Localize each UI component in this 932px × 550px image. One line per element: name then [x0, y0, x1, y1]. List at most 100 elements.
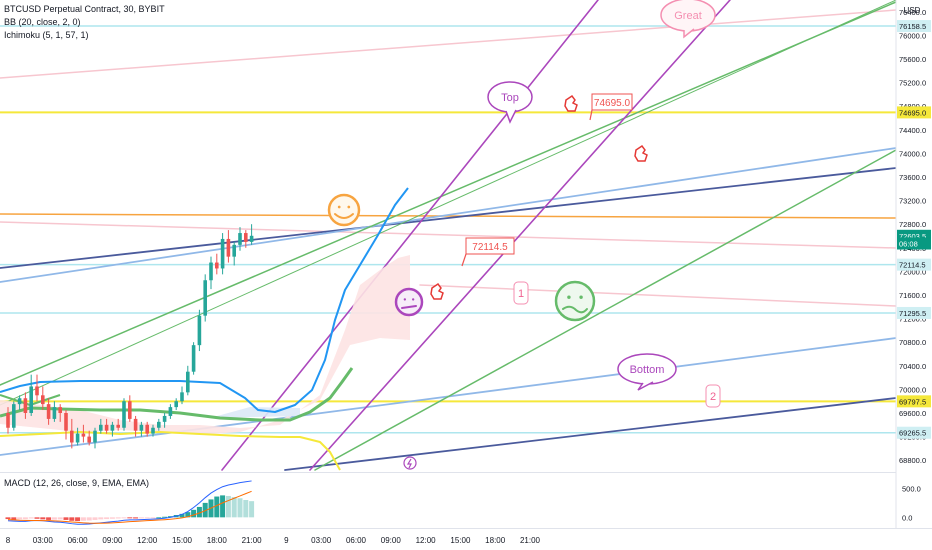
price-tick-label: 73200.0 [899, 197, 926, 206]
squiggle-face-icon [554, 280, 596, 322]
face-outline [394, 287, 424, 317]
macd-axis: 500.0 0.0 [895, 472, 932, 528]
pointing-hand-icon [634, 144, 648, 162]
macd-histogram-bar [156, 517, 162, 519]
price-tick-label: 72800.0 [899, 220, 926, 229]
macd-histogram-bar [237, 498, 243, 518]
price-tag-box [897, 237, 931, 250]
price-tick-label: 74400.0 [899, 126, 926, 135]
candle-body [29, 386, 33, 413]
macd-histogram-bar [133, 517, 139, 519]
face-mouth [562, 305, 588, 314]
price-tick-label: 74000.0 [899, 149, 926, 158]
candle-body [116, 424, 120, 428]
candle-body [87, 436, 91, 443]
candle-body [238, 233, 242, 245]
candle-body [46, 404, 51, 419]
candle-body [128, 401, 132, 419]
time-tick-label: 18:00 [207, 536, 228, 545]
great-bubble: Great [660, 0, 716, 39]
candle-body [168, 407, 173, 416]
candle-body [17, 398, 22, 405]
face-eye [347, 205, 351, 209]
face-outline [327, 193, 361, 227]
bb-upper-line [0, 187, 409, 413]
blue-trend-line [0, 147, 897, 283]
price-tick-label: 68800.0 [899, 456, 926, 465]
smile-icon [327, 193, 361, 227]
trend-lines [0, 0, 897, 471]
price-tick-label: 72000.0 [899, 267, 926, 276]
candles [6, 224, 254, 449]
tag-one: 1 [513, 281, 529, 305]
macd-tick-label: 500.0 [902, 484, 921, 493]
hand-shape [634, 144, 648, 162]
price-pane[interactable]: Top Bottom Great 74695.0 72114.5 1 2 USD76400.… [0, 0, 932, 472]
pointing-hand-icon [430, 282, 444, 300]
candle-body [122, 401, 126, 428]
macd-histogram-bar [121, 517, 127, 519]
candle-body [244, 233, 248, 242]
pink-trend-line [419, 284, 897, 307]
time-tick-label: 06:00 [68, 536, 89, 545]
candle-body [41, 395, 45, 405]
signal-line [7, 490, 252, 524]
price-tick-label: 70000.0 [899, 385, 926, 394]
macd-histogram-bar [191, 509, 197, 518]
time-tick-label: 03:00 [311, 536, 332, 545]
macd-histogram-bar [17, 517, 23, 520]
time-tick-label: 15:00 [172, 536, 193, 545]
price-tag-box [897, 106, 931, 119]
macd-histogram-bar [127, 517, 133, 519]
hand-shape [564, 94, 578, 112]
tag-box [705, 384, 721, 408]
macd-histogram-bar [75, 517, 81, 522]
candle-body [157, 421, 161, 428]
candle-body [99, 424, 103, 431]
candle-body [75, 433, 80, 443]
orange-level-line [0, 213, 897, 219]
candle-body [174, 401, 178, 408]
tag-two: 2 [705, 384, 721, 408]
price-tag-label: 69265.5 [899, 429, 926, 438]
time-tick-label: 09:00 [381, 536, 402, 545]
lightning-bolt [406, 458, 412, 469]
macd-histogram-bar [179, 513, 185, 518]
candle-body [35, 386, 39, 396]
face-outline [554, 280, 596, 322]
great-bubble-text: Great [674, 10, 702, 22]
price-tick-label: 75600.0 [899, 55, 926, 64]
candle-body [226, 238, 231, 257]
macd-tick-label: 0.0 [902, 513, 912, 522]
time-axis[interactable]: 8 03:00 06:00 09:00 12:00 15:00 18:00 21:00 9 03:… [0, 528, 932, 550]
tag-two-text: 2 [710, 391, 716, 403]
macd-pane[interactable]: 500.0 0.0 [0, 472, 932, 528]
price-tick-label: 75200.0 [899, 79, 926, 88]
candle-body [220, 238, 225, 269]
price-tag-box [897, 20, 931, 33]
candle-body [180, 392, 184, 402]
bb-lower-line [0, 431, 341, 471]
time-tick-label: 8 [6, 536, 11, 545]
bottom-bubble-text: Bottom [630, 364, 665, 376]
candle-body [191, 345, 196, 372]
time-tick-label: 9 [284, 536, 289, 545]
macd-histogram-bar [80, 517, 86, 521]
macd-histogram-bar [5, 517, 11, 520]
price-tag-label: 71295.5 [899, 309, 926, 318]
price-tag-box [897, 426, 931, 439]
macd-histogram-bar [40, 517, 46, 520]
green-trend-line [314, 149, 897, 471]
time-tick-label: 21:00 [520, 536, 541, 545]
macd-histogram-bar [11, 517, 17, 520]
neutral-face-icon [394, 287, 424, 317]
note-72114: 72114.5 [461, 237, 515, 267]
candle-body [145, 424, 149, 434]
price-tag-box [897, 258, 931, 271]
candle-body [232, 244, 236, 257]
price-tick-label: 76400.0 [899, 8, 926, 17]
candle-body [93, 430, 97, 443]
macd-histogram-bar [46, 517, 52, 520]
candle-body [6, 413, 10, 428]
lightning-circle [403, 456, 417, 470]
